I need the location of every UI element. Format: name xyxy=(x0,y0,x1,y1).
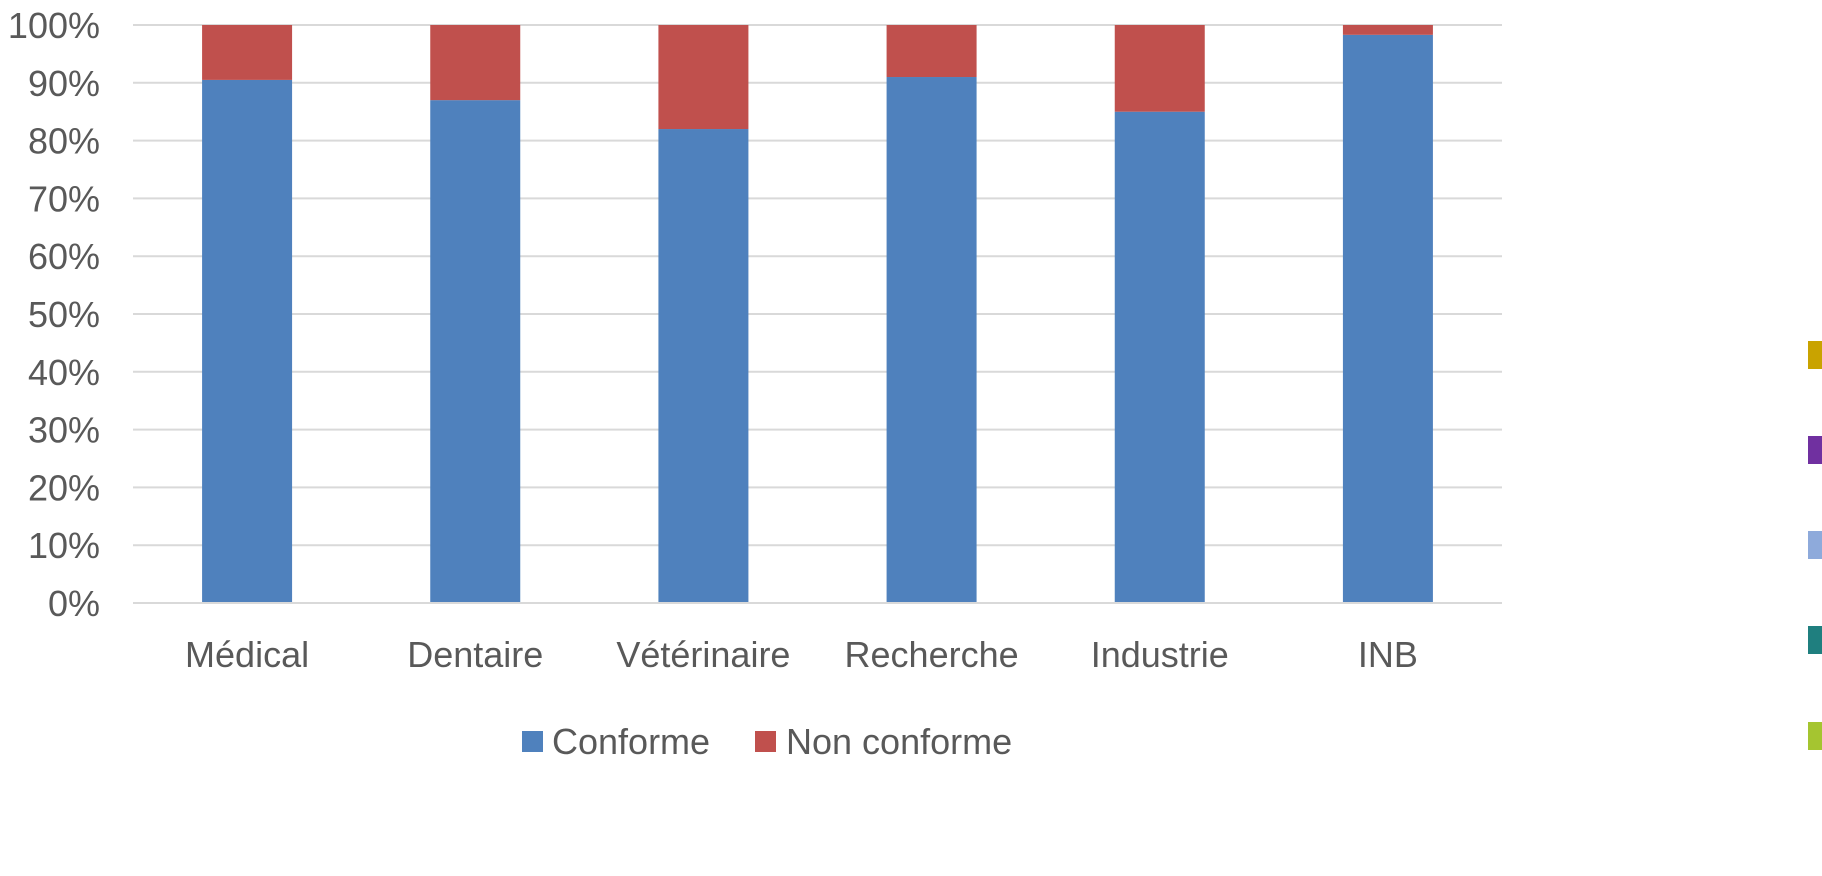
bar-non-conforme xyxy=(202,25,293,80)
bar-non-conforme xyxy=(1114,25,1205,112)
bar-conforme xyxy=(1114,111,1205,603)
y-tick-label: 80% xyxy=(28,121,100,162)
x-tick-label: Médical xyxy=(185,634,309,675)
bar-conforme xyxy=(658,129,749,604)
legend-label: Non conforme xyxy=(786,721,1012,762)
square-marker-icon xyxy=(1808,722,1822,750)
y-tick-label: 20% xyxy=(28,467,100,508)
y-tick-label: 40% xyxy=(28,352,100,393)
x-tick-label: Recherche xyxy=(845,634,1019,675)
bar-conforme xyxy=(886,77,977,603)
bar-conforme xyxy=(430,100,521,603)
y-tick-label: 70% xyxy=(28,178,100,219)
bar-non-conforme xyxy=(1342,25,1433,35)
bar-non-conforme xyxy=(886,25,977,78)
bar-non-conforme xyxy=(430,25,521,101)
legend-label: Conforme xyxy=(552,721,710,762)
legend-swatch xyxy=(522,731,543,752)
y-tick-label: 30% xyxy=(28,410,100,451)
x-tick-label: Vétérinaire xyxy=(616,634,790,675)
legend-swatch xyxy=(755,731,776,752)
square-marker-icon xyxy=(1808,531,1822,559)
square-marker-icon xyxy=(1808,341,1822,369)
y-tick-label: 0% xyxy=(48,583,100,624)
legend: Conforme Non conforme xyxy=(522,721,1012,762)
y-axis-ticks: 0% 10% 20% 30% 40% 50% 60% 70% 80% 90% 100% xyxy=(8,5,100,624)
y-tick-label: 50% xyxy=(28,294,100,335)
y-tick-label: 10% xyxy=(28,525,100,566)
bar-non-conforme xyxy=(658,25,749,130)
square-marker-icon xyxy=(1808,436,1822,464)
side-markers xyxy=(1808,341,1822,750)
x-tick-label: Dentaire xyxy=(407,634,543,675)
y-tick-label: 90% xyxy=(28,63,100,104)
bar-conforme xyxy=(202,79,293,603)
x-tick-label: Industrie xyxy=(1091,634,1229,675)
y-tick-label: 60% xyxy=(28,236,100,277)
y-tick-label: 100% xyxy=(8,5,100,46)
gridlines xyxy=(133,24,1502,547)
x-tick-label: INB xyxy=(1358,634,1418,675)
bars xyxy=(202,25,1433,604)
bar-conforme xyxy=(1342,34,1433,604)
x-axis-labels: Médical Dentaire Vétérinaire Recherche Indus… xyxy=(185,634,1418,675)
square-marker-icon xyxy=(1808,626,1822,654)
